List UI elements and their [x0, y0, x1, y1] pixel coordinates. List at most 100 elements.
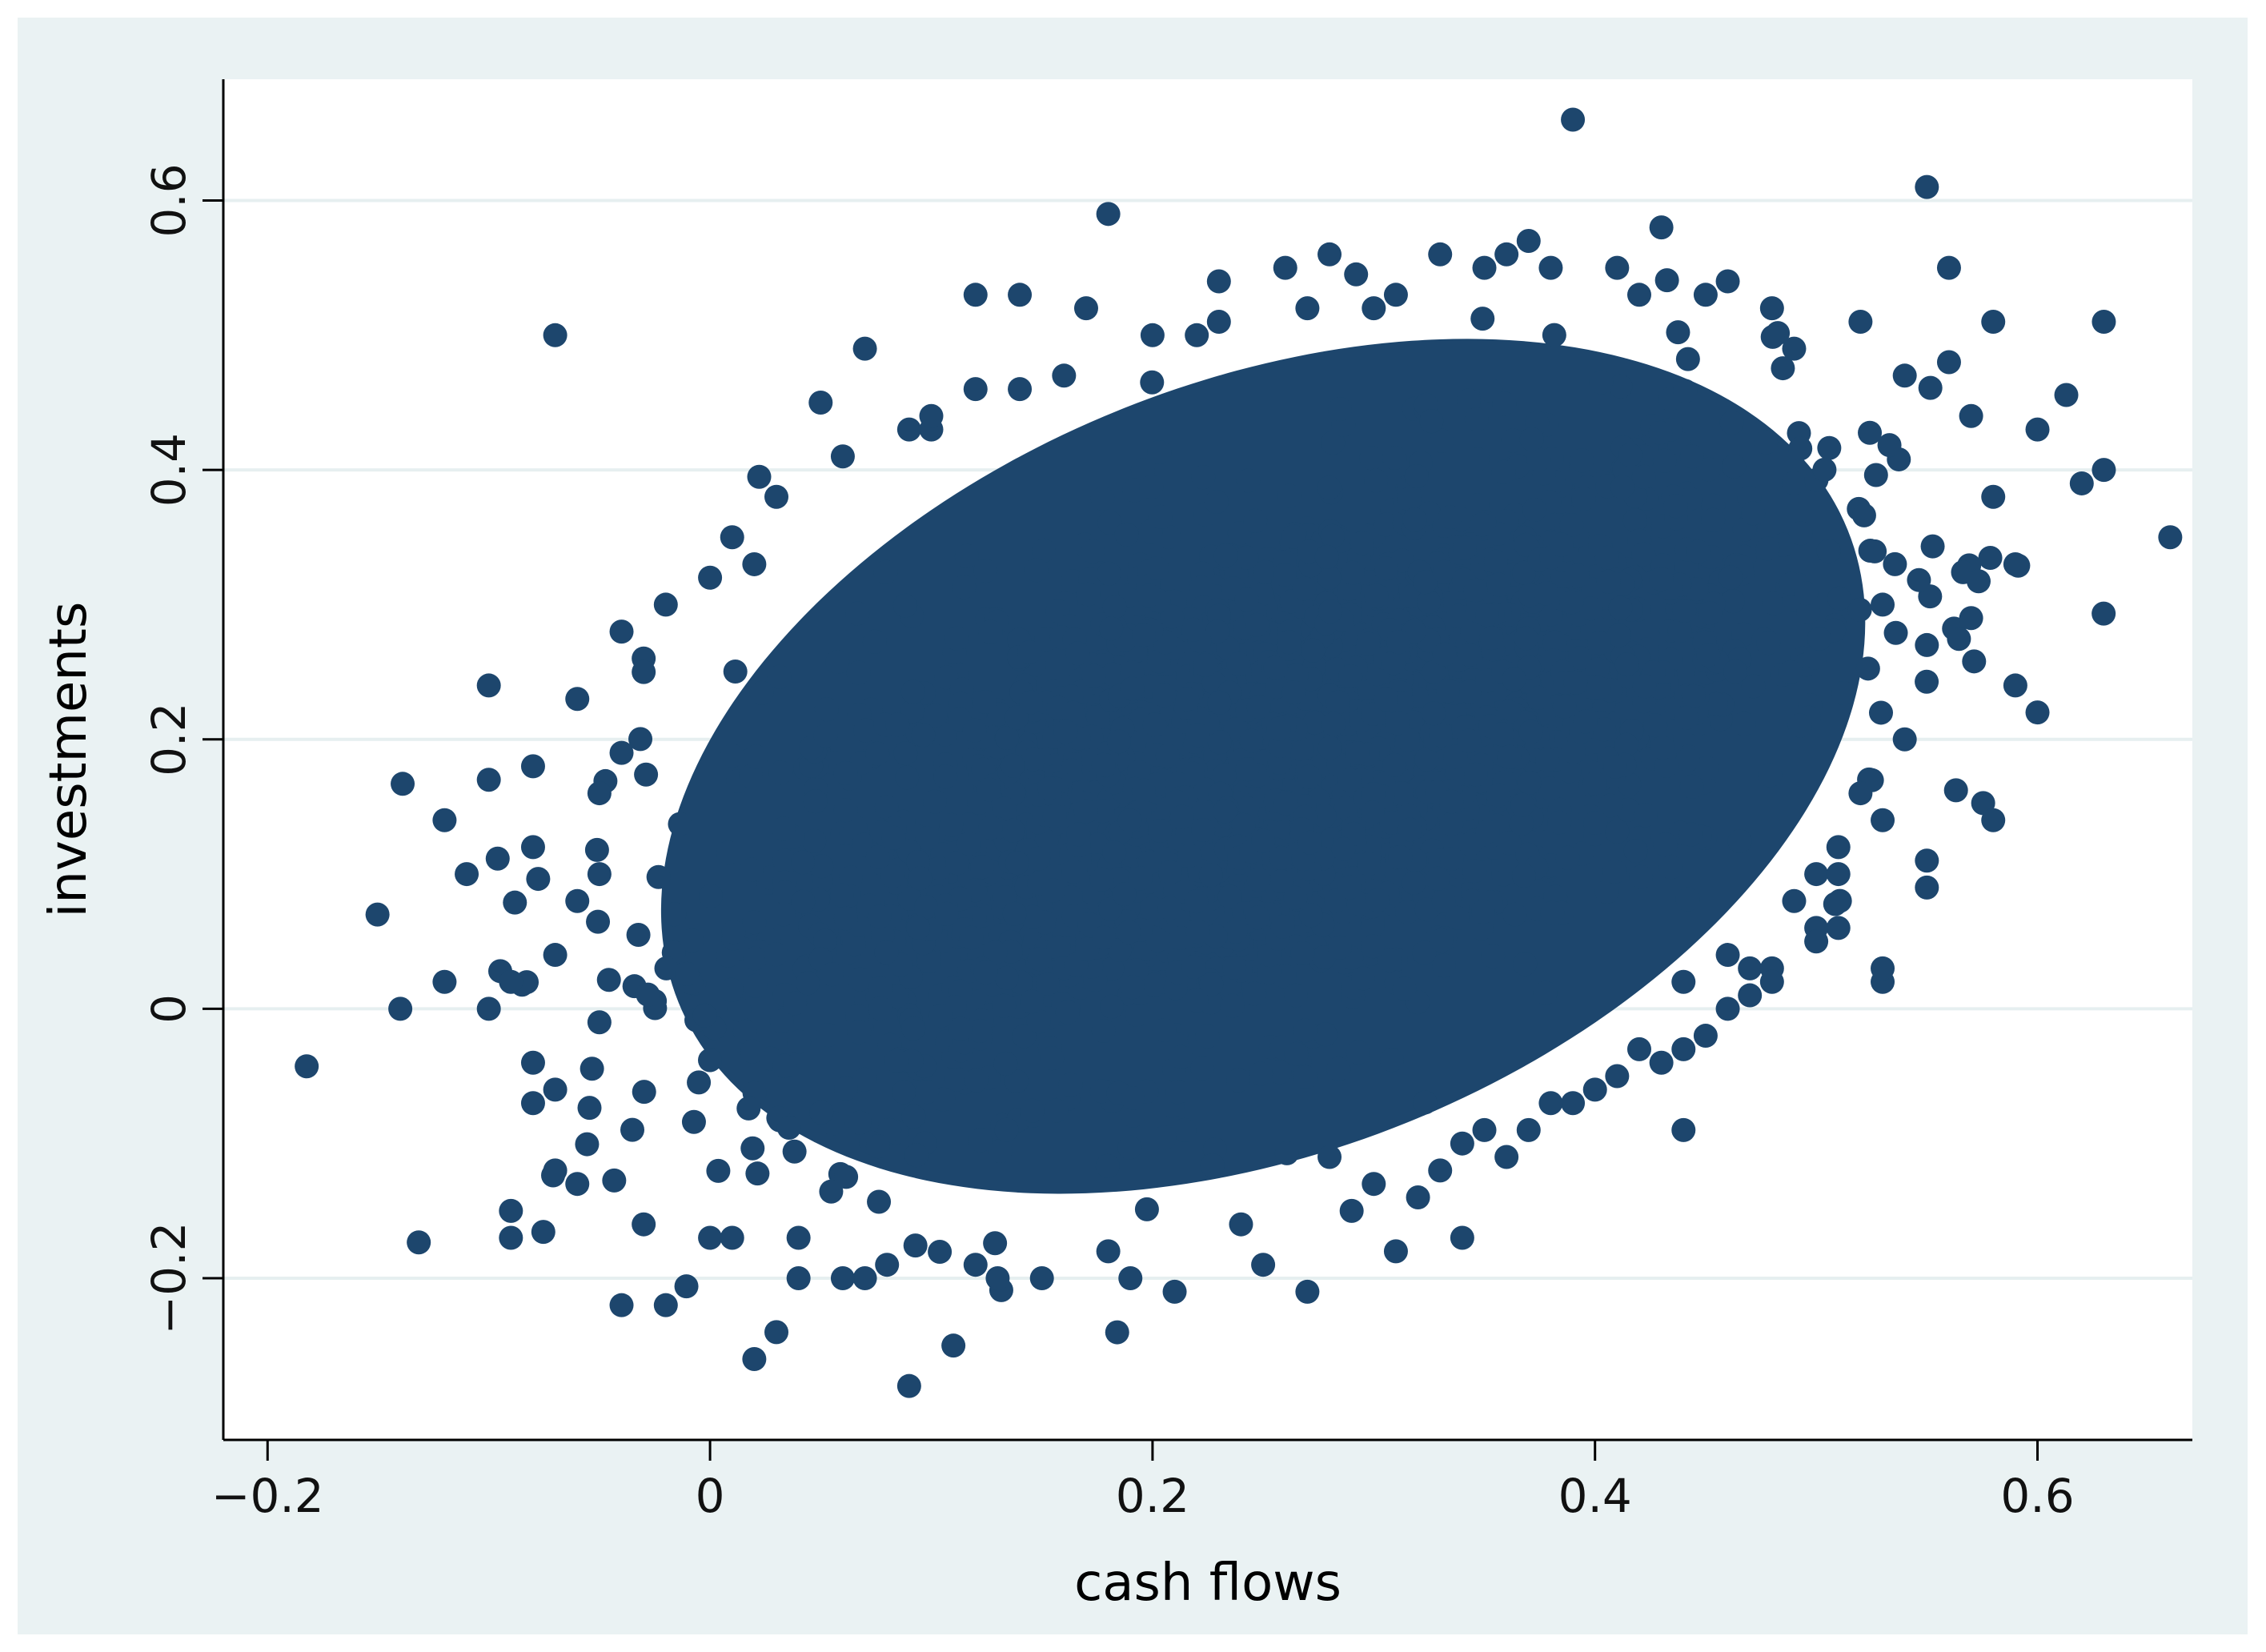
- scatter-point: [1559, 512, 1584, 537]
- scatter-point: [1005, 851, 1029, 876]
- scatter-point: [1755, 536, 1780, 561]
- scatter-point: [1492, 391, 1517, 416]
- scatter-point: [1782, 471, 1807, 495]
- scatter-point: [833, 1076, 858, 1101]
- scatter-point: [1602, 860, 1627, 884]
- scatter-point: [973, 689, 997, 714]
- scatter-point: [580, 1057, 604, 1081]
- scatter-point: [1398, 817, 1422, 842]
- scatter-point: [1312, 804, 1337, 828]
- scatter-point: [1826, 862, 1851, 887]
- scatter-point: [1675, 887, 1700, 912]
- scatter-point: [1152, 1125, 1177, 1150]
- scatter-point: [1671, 1117, 1696, 1142]
- scatter-point: [634, 762, 659, 787]
- scatter-point: [1675, 347, 1700, 371]
- scatter-point: [906, 916, 931, 940]
- scatter-point: [1105, 1320, 1129, 1345]
- scatter-point: [1102, 595, 1127, 620]
- scatter-point: [867, 1189, 892, 1214]
- scatter-point: [833, 906, 858, 931]
- scatter-point: [1402, 870, 1426, 895]
- scatter-point: [1414, 747, 1439, 772]
- scatter-point: [680, 928, 704, 952]
- scatter-point: [2158, 525, 2183, 550]
- scatter-point: [1741, 674, 1766, 699]
- scatter-point: [1273, 255, 1297, 280]
- scatter-point: [1443, 744, 1468, 769]
- scatter-point: [915, 1080, 940, 1105]
- scatter-point: [1460, 619, 1485, 644]
- scatter-point: [825, 650, 850, 675]
- x-axis-ticks: −0.2 0 0.2 0.4 0.6: [211, 1440, 2075, 1523]
- scatter-point: [1148, 819, 1173, 844]
- scatter-point: [884, 1049, 909, 1073]
- scatter-point: [476, 996, 501, 1021]
- scatter-point: [1053, 720, 1078, 744]
- scatter-point: [1076, 582, 1101, 607]
- scatter-point: [1759, 969, 1784, 994]
- scatter-point: [1663, 494, 1688, 519]
- scatter-point: [1097, 511, 1122, 535]
- scatter-point: [829, 883, 854, 908]
- scatter-point: [1605, 820, 1630, 844]
- scatter-point: [1117, 1135, 1142, 1160]
- scatter-point: [1981, 484, 2006, 509]
- scatter-point: [1502, 902, 1527, 927]
- scatter-point: [1847, 597, 1872, 622]
- scatter-point: [985, 1266, 1010, 1291]
- scatter-point: [1128, 866, 1153, 891]
- scatter-point: [1001, 753, 1025, 778]
- scatter-point: [1419, 409, 1444, 434]
- scatter-point: [1694, 756, 1719, 780]
- scatter-point: [1562, 740, 1586, 764]
- y-tick-label: 0: [142, 994, 196, 1024]
- scatter-point: [1032, 538, 1057, 563]
- scatter-point: [1915, 875, 1939, 900]
- scatter-point: [1754, 430, 1779, 455]
- scatter-point: [1301, 638, 1326, 663]
- scatter-point: [1284, 1041, 1309, 1066]
- scatter-point: [1594, 545, 1619, 570]
- scatter-point: [1121, 1085, 1145, 1110]
- y-tick-label: 0.4: [142, 433, 196, 507]
- scatter-point: [865, 844, 890, 869]
- scatter-point: [963, 1253, 988, 1277]
- scatter-point: [1589, 370, 1614, 395]
- scatter-point: [1406, 1185, 1430, 1210]
- scatter-point: [740, 1039, 765, 1064]
- scatter-point: [1141, 972, 1166, 997]
- scatter-point: [1512, 560, 1537, 585]
- x-tick-label: 0.6: [2000, 1469, 2074, 1523]
- scatter-point: [1516, 228, 1541, 253]
- scatter-point: [1066, 822, 1091, 847]
- scatter-point: [1386, 711, 1410, 736]
- scatter-point: [1140, 323, 1165, 347]
- scatter-point: [565, 1172, 590, 1197]
- scatter-point: [1681, 684, 1706, 708]
- scatter-point: [1042, 804, 1067, 828]
- scatter-point: [1675, 748, 1700, 772]
- scatter-point: [1533, 980, 1558, 1005]
- scatter-point: [1618, 443, 1642, 467]
- scatter-point: [365, 902, 390, 927]
- scatter-point: [1334, 796, 1358, 820]
- scatter-point: [1412, 940, 1437, 965]
- x-axis-title: cash flows: [1074, 1554, 1342, 1613]
- scatter-point: [1191, 800, 1216, 824]
- scatter-point: [1915, 669, 1939, 694]
- scatter-point: [1073, 296, 1098, 321]
- scatter-point: [816, 1023, 840, 1048]
- scatter-point: [1246, 695, 1271, 720]
- scatter-point: [745, 1161, 770, 1186]
- scatter-point: [1666, 320, 1690, 345]
- scatter-point: [1024, 558, 1049, 583]
- scatter-point: [1741, 501, 1766, 526]
- scatter-point: [977, 777, 1001, 802]
- scatter-point: [1359, 446, 1384, 471]
- scatter-point: [723, 660, 748, 684]
- scatter-point: [1497, 744, 1522, 769]
- scatter-point: [499, 1225, 523, 1250]
- scatter-point: [1137, 583, 1161, 608]
- scatter-point: [1417, 590, 1442, 615]
